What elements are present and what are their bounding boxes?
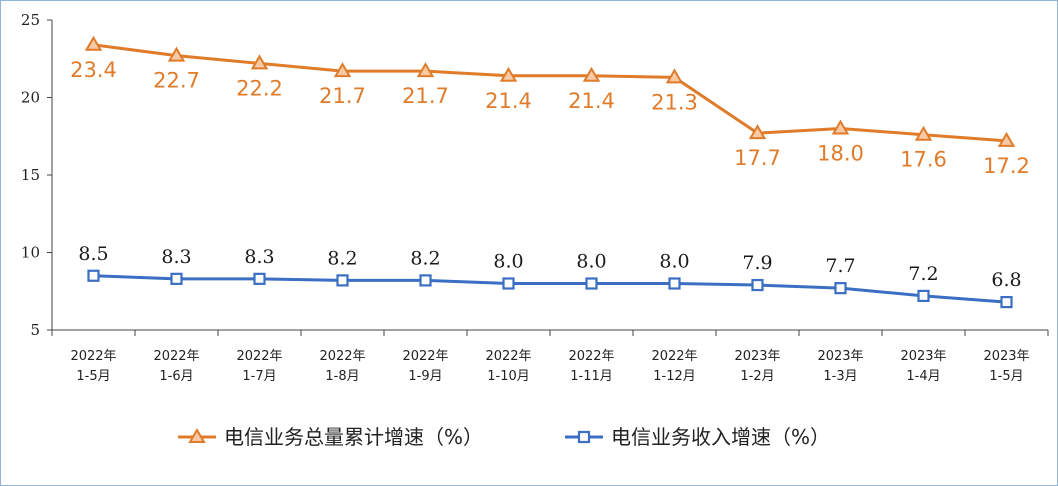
x-tick-label-period: 1-5月 xyxy=(76,369,110,384)
data-point-square xyxy=(87,269,100,282)
data-label: 17.2 xyxy=(983,154,1030,178)
data-point-square xyxy=(502,277,515,290)
data-point-square xyxy=(751,278,764,292)
x-tick-label-period: 1-2月 xyxy=(740,369,774,384)
x-tick-label-period: 1-10月 xyxy=(487,369,530,384)
data-point-triangle xyxy=(167,46,186,62)
x-tick-label-period: 1-4月 xyxy=(906,369,940,384)
data-label: 8.3 xyxy=(161,246,191,268)
data-label: 17.6 xyxy=(900,148,947,172)
data-point-square xyxy=(668,277,681,290)
x-tick-label-period: 1-5月 xyxy=(989,369,1023,384)
data-point-square xyxy=(170,272,183,285)
x-tick-label-year: 2022年 xyxy=(485,349,531,364)
legend-triangle-icon xyxy=(188,428,206,443)
x-tick-label-year: 2022年 xyxy=(651,349,697,364)
y-tick-label: 10 xyxy=(21,244,40,262)
data-point-square xyxy=(419,274,432,287)
data-point-square xyxy=(585,277,598,290)
y-tick-label: 5 xyxy=(30,321,40,339)
data-label: 7.2 xyxy=(908,263,938,285)
x-tick-label-year: 2022年 xyxy=(70,349,116,364)
y-tick-label: 15 xyxy=(21,166,40,184)
x-tick-label-period: 1-12月 xyxy=(653,369,696,384)
data-label: 7.7 xyxy=(825,255,855,277)
data-label: 6.8 xyxy=(991,269,1021,291)
series-lines xyxy=(84,35,1016,309)
data-point-triangle xyxy=(84,35,103,51)
legend-label-1: 电信业务总量累计增速（%） xyxy=(224,425,483,449)
x-tick-label-year: 2022年 xyxy=(236,349,282,364)
data-label: 22.7 xyxy=(153,69,200,93)
data-point-square xyxy=(336,274,349,287)
data-label: 21.4 xyxy=(485,89,532,113)
x-tick-label-period: 1-9月 xyxy=(408,369,442,384)
data-label: 21.7 xyxy=(319,84,366,108)
axes: 5 10 15 20 25 2022年 1-5月 2022年 1-6月 2022年 1-7月 2022… xyxy=(21,11,1049,384)
legend: 电信业务总量累计增速（%） 电信业务收入增速（%） xyxy=(178,425,830,449)
legend-label-2: 电信业务收入增速（%） xyxy=(611,425,830,449)
data-point-triangle xyxy=(333,62,352,78)
data-point-triangle xyxy=(997,131,1016,147)
x-tick-label-year: 2022年 xyxy=(568,349,614,364)
y-tick-label: 20 xyxy=(21,89,40,107)
data-label: 8.0 xyxy=(576,251,606,273)
data-point-triangle xyxy=(250,54,269,70)
data-point-triangle xyxy=(665,68,684,84)
data-label: 7.9 xyxy=(742,252,772,274)
data-label: 23.4 xyxy=(70,58,117,82)
data-point-square xyxy=(917,289,930,302)
x-tick-label-period: 1-11月 xyxy=(570,369,613,384)
series-line-2 xyxy=(93,274,1007,304)
data-label: 8.5 xyxy=(78,243,108,265)
y-tick-label: 25 xyxy=(21,11,40,29)
data-point-triangle xyxy=(499,66,518,82)
data-label: 22.2 xyxy=(236,76,283,100)
data-label: 8.0 xyxy=(659,251,689,273)
data-label: 17.7 xyxy=(734,146,781,170)
x-tick-label-period: 1-8月 xyxy=(325,369,359,384)
x-tick-label-period: 1-3月 xyxy=(823,369,857,384)
x-tick-label-period: 1-6月 xyxy=(159,369,193,384)
x-tick-label-year: 2023年 xyxy=(900,349,946,364)
x-tick-label-year: 2023年 xyxy=(734,349,780,364)
x-tick-label-year: 2023年 xyxy=(817,349,863,364)
data-point-square xyxy=(834,282,847,295)
data-label: 8.3 xyxy=(244,246,274,268)
x-tick-label-year: 2022年 xyxy=(402,349,448,364)
data-point-square xyxy=(253,272,266,285)
data-labels: 23.4 22.7 22.2 21.7 21.7 21.4 21.4 21.3 17.7 18.0… xyxy=(70,58,1030,291)
data-label: 21.3 xyxy=(651,90,698,114)
data-point-triangle xyxy=(831,119,850,135)
data-point-triangle xyxy=(416,62,435,78)
legend-square-icon xyxy=(577,430,591,444)
x-tick-label-year: 2022年 xyxy=(153,349,199,364)
data-point-triangle xyxy=(748,124,767,140)
data-point-triangle xyxy=(914,125,933,141)
data-label: 8.2 xyxy=(327,247,357,269)
data-point-square xyxy=(1000,296,1013,309)
x-tick-label-year: 2022年 xyxy=(319,349,365,364)
series-line-1 xyxy=(93,43,1007,143)
x-tick-label-year: 2023年 xyxy=(983,349,1029,364)
data-label: 18.0 xyxy=(817,142,864,166)
x-tick-label-period: 1-7月 xyxy=(242,369,276,384)
data-label: 21.4 xyxy=(568,89,615,113)
data-label: 8.0 xyxy=(493,251,523,273)
data-label: 21.7 xyxy=(402,84,449,108)
data-label: 8.2 xyxy=(410,247,440,269)
data-point-triangle xyxy=(582,66,601,82)
